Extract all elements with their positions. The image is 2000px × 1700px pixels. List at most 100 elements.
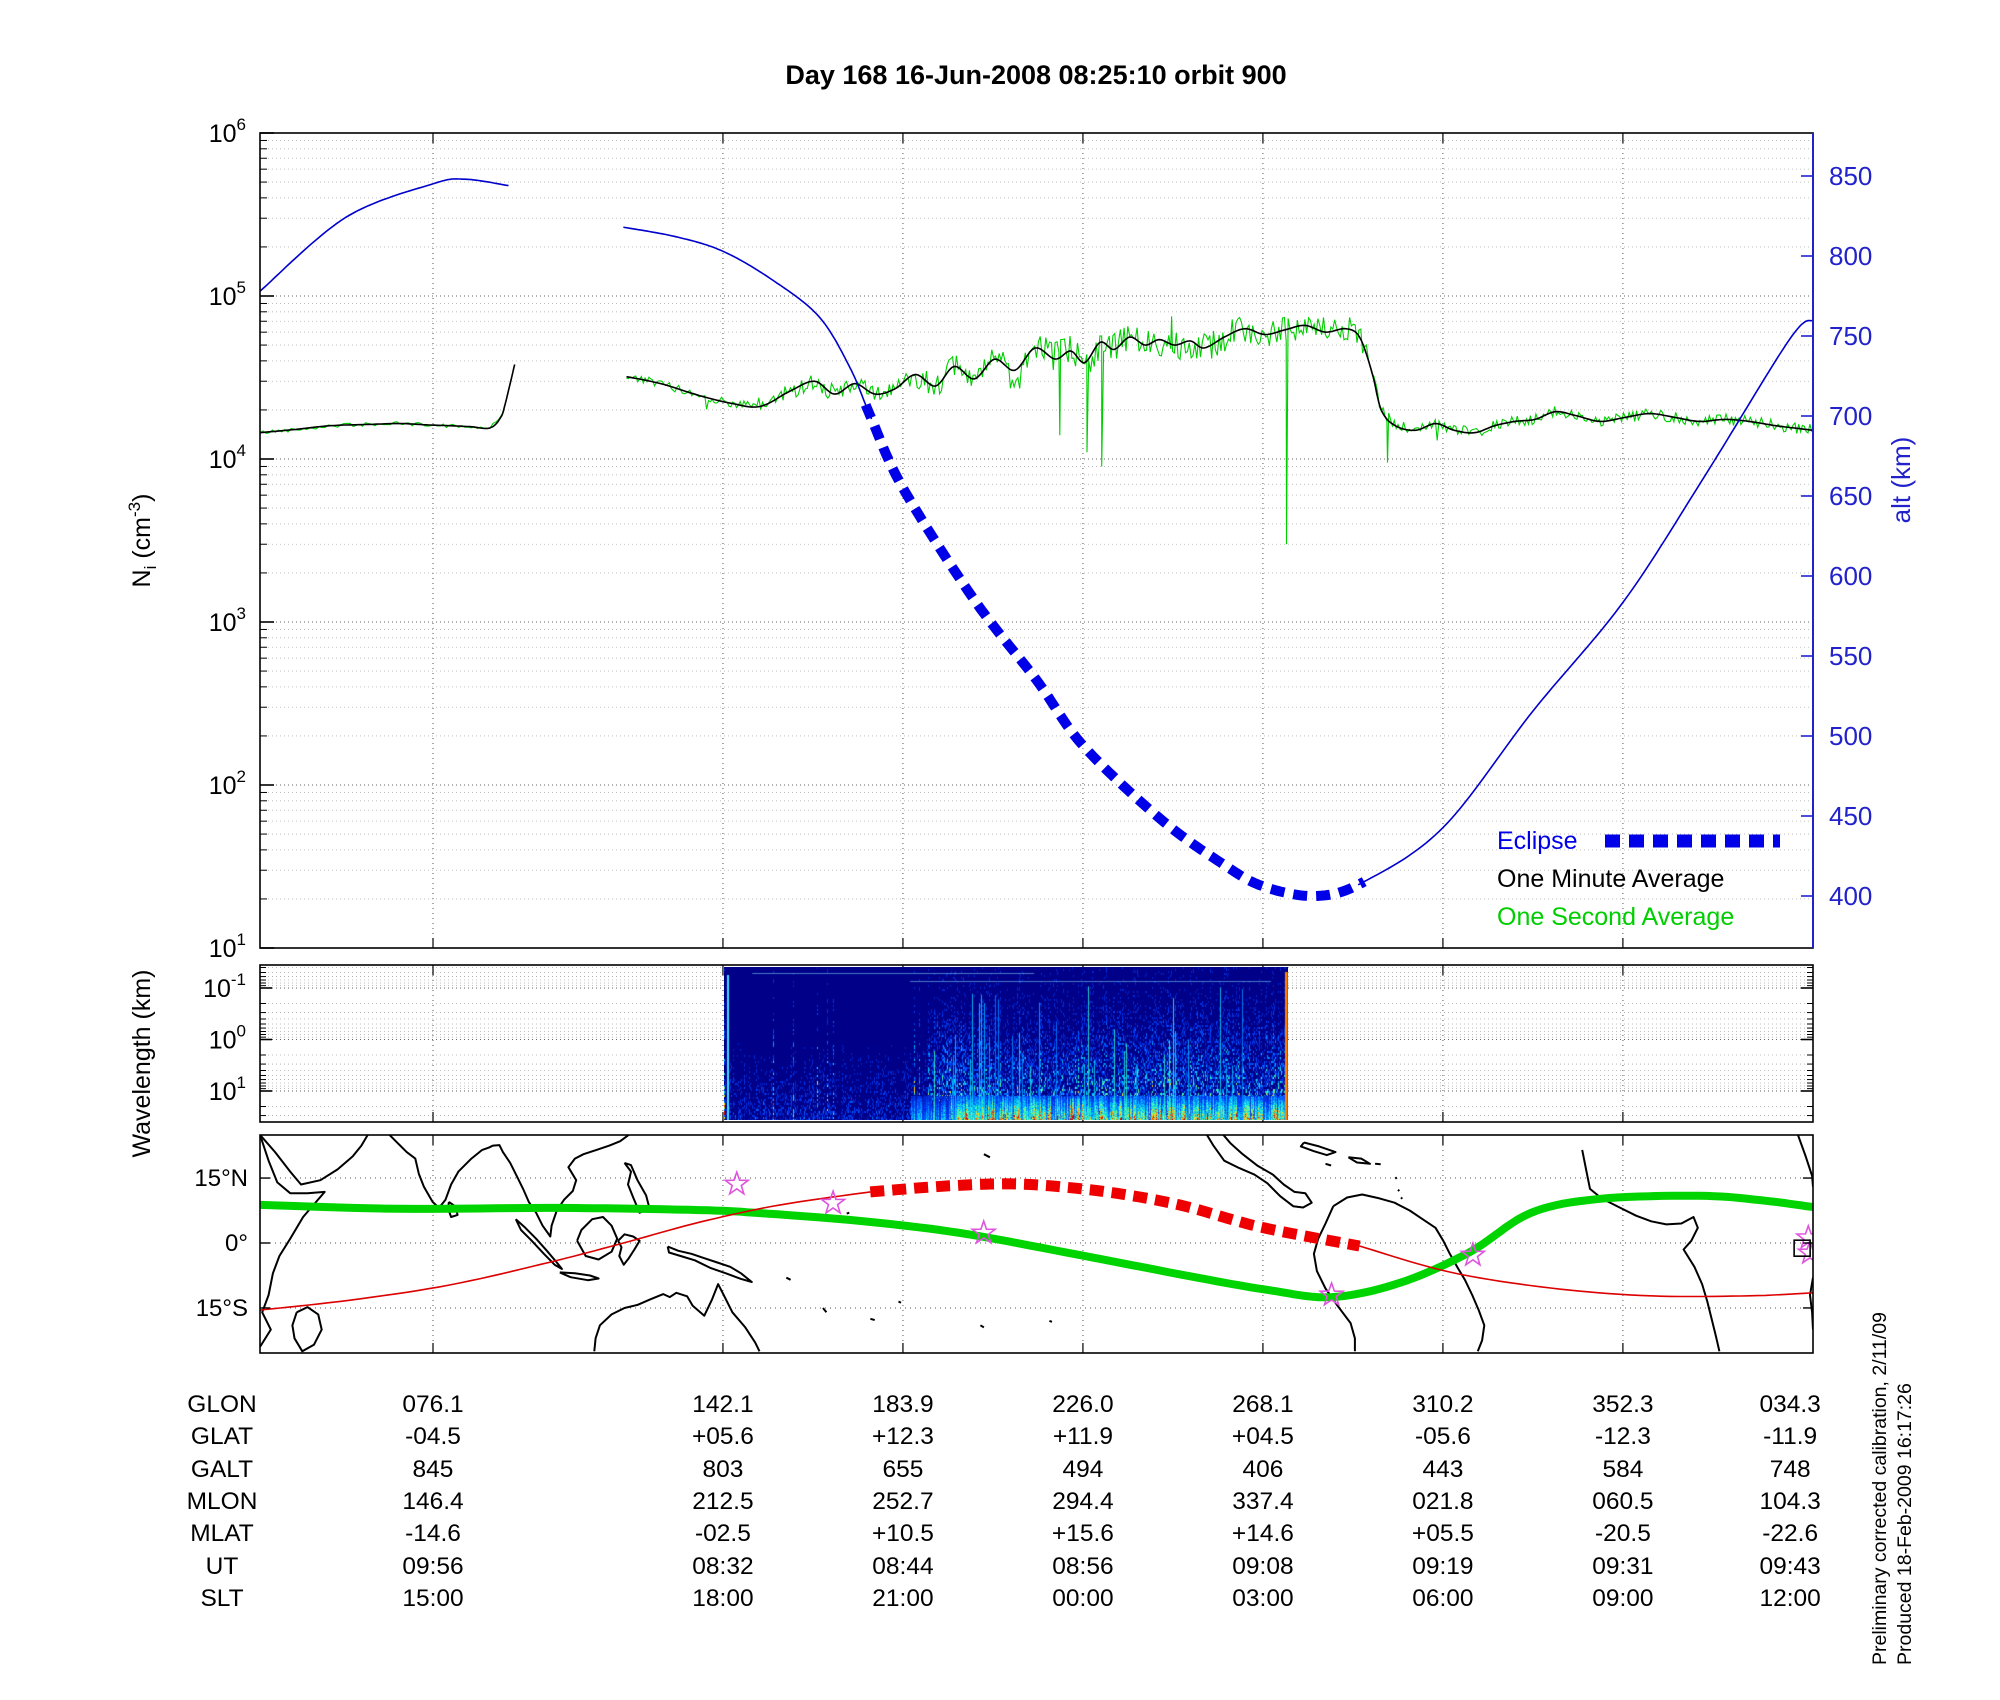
square-marker	[1793, 1239, 1811, 1257]
production-note-line2: Produced 18-Feb-2009 16:17:26	[1894, 1383, 1916, 1665]
star-marker	[1796, 1238, 1813, 1265]
alt-tick-label: 450	[1829, 801, 1872, 831]
table-cell-mlon-2: 252.7	[872, 1487, 934, 1515]
wavelength-tick-label: 101	[209, 1073, 246, 1106]
coastline	[1049, 1319, 1053, 1323]
coastline	[1325, 1162, 1332, 1167]
table-cell-glat-3: +11.9	[1052, 1423, 1114, 1451]
coastline	[388, 1135, 630, 1238]
table-cell-mlat-3: +15.6	[1051, 1520, 1114, 1548]
table-cell-slt-3: 00:00	[1052, 1584, 1114, 1612]
map-panel	[260, 1135, 1813, 1353]
coastline	[1400, 1196, 1404, 1200]
coastline	[822, 1307, 828, 1313]
ni-tick-label: 101	[209, 930, 246, 963]
table-cell-mlat-0: -14.6	[405, 1520, 461, 1548]
table-cell-mlon-1: 212.5	[692, 1487, 754, 1515]
table-cell-slt-2: 21:00	[872, 1584, 934, 1612]
table-row-label: GALT	[190, 1455, 254, 1483]
legend-one-minute-label: One Minute Average	[1497, 864, 1725, 893]
coastline	[983, 1153, 991, 1159]
coastline	[1299, 1141, 1337, 1157]
orbit-eclipse-track	[869, 1178, 1361, 1252]
map-lat-label: 0°	[225, 1230, 248, 1257]
coastline	[979, 1324, 985, 1329]
alt-tick-label: 500	[1829, 721, 1872, 751]
table-cell-mlon-7: 104.3	[1759, 1487, 1821, 1515]
table-cell-slt-1: 18:00	[692, 1584, 754, 1612]
table-row-label: MLON	[186, 1487, 258, 1515]
table-cell-galt-6: 584	[1602, 1455, 1644, 1483]
table-cell-galt-1: 803	[702, 1455, 744, 1483]
ni-tick-label: 103	[209, 604, 246, 637]
table-cell-slt-0: 15:00	[402, 1584, 464, 1612]
coastline	[1397, 1188, 1401, 1192]
coastline	[846, 1211, 850, 1215]
coastline	[260, 1135, 326, 1348]
ni-tick-label: 104	[209, 441, 246, 474]
ni-tick-label: 105	[209, 278, 246, 311]
table-cell-glat-5: -05.6	[1414, 1423, 1471, 1451]
table-row-label: SLT	[200, 1584, 244, 1612]
coastline	[870, 1317, 875, 1322]
altitude-curve	[260, 178, 509, 292]
coastline	[1394, 1176, 1398, 1180]
table-cell-ut-1: 08:32	[692, 1552, 754, 1580]
legend-eclipse-label: Eclipse	[1497, 826, 1578, 855]
figure-title: Day 168 16-Jun-2008 08:25:10 orbit 900	[785, 60, 1287, 90]
wavelength-spectrogram-canvas	[724, 967, 1288, 1120]
star-marker	[969, 1218, 998, 1245]
ni-tick-label: 106	[209, 115, 246, 148]
orbit-track	[1359, 1245, 1813, 1298]
alt-tick-label: 550	[1829, 641, 1872, 671]
alt-tick-label: 800	[1829, 241, 1872, 271]
star-marker	[819, 1188, 847, 1215]
table-cell-glon-2: 183.9	[872, 1391, 934, 1418]
coastline	[593, 1283, 761, 1352]
eclipse-curve	[861, 403, 1367, 902]
ni-axis-title: Ni (cm-3)	[125, 494, 160, 588]
alt-tick-label: 700	[1829, 401, 1872, 431]
legend-row-one-minute: One Minute Average	[1497, 860, 1785, 898]
table-cell-glon-4: 268.1	[1232, 1391, 1294, 1418]
table-cell-mlon-6: 060.5	[1592, 1487, 1654, 1515]
table-cell-galt-5: 443	[1422, 1455, 1464, 1483]
table-cell-galt-0: 845	[412, 1455, 454, 1483]
table-cell-glon-1: 142.1	[692, 1391, 754, 1418]
map-lat-label: 15°S	[196, 1295, 248, 1322]
table-cell-galt-3: 494	[1062, 1455, 1104, 1483]
legend-eclipse-dash-sample	[1604, 834, 1780, 848]
table-cell-mlon-3: 294.4	[1052, 1487, 1114, 1515]
one-minute-curve	[626, 324, 1813, 434]
coastline	[1581, 1149, 1721, 1352]
coastline	[559, 1271, 600, 1282]
altitude-curve	[1357, 319, 1813, 886]
table-cell-glat-6: -12.3	[1594, 1423, 1651, 1451]
table-cell-mlon-5: 021.8	[1412, 1487, 1474, 1515]
table-cell-glat-7: -11.9	[1763, 1423, 1818, 1451]
table-cell-mlon-0: 146.4	[402, 1487, 464, 1515]
one-second-curve	[260, 378, 513, 434]
table-cell-ut-3: 08:56	[1052, 1552, 1114, 1580]
table-cell-galt-2: 655	[882, 1455, 924, 1483]
table-cell-glon-5: 310.2	[1412, 1391, 1474, 1418]
coastline	[260, 1135, 369, 1186]
production-note: Preliminary corrected calibration, 2/11/…	[1868, 1040, 1920, 1665]
star-marker	[1459, 1240, 1487, 1267]
one-second-curve	[626, 316, 1813, 545]
wavelength-tick-label: 100	[209, 1022, 246, 1055]
table-cell-ut-4: 09:08	[1232, 1552, 1294, 1580]
altitude-curve	[623, 226, 873, 420]
ni-tick-label: 102	[209, 767, 246, 800]
coastline	[576, 1216, 619, 1261]
table-cell-galt-4: 406	[1242, 1455, 1284, 1483]
alt-tick-label: 750	[1829, 321, 1872, 351]
table-cell-glon-3: 226.0	[1052, 1391, 1114, 1418]
alt-tick-label: 850	[1829, 161, 1872, 191]
table-row-label: GLON	[187, 1391, 257, 1418]
coastline	[898, 1300, 902, 1304]
axis-labels: 106 105 104 103 102 101 10-1 100 101 850 800 750 700…	[125, 115, 1916, 1322]
alt-tick-label: 600	[1829, 561, 1872, 591]
alt-tick-label: 400	[1829, 881, 1872, 911]
